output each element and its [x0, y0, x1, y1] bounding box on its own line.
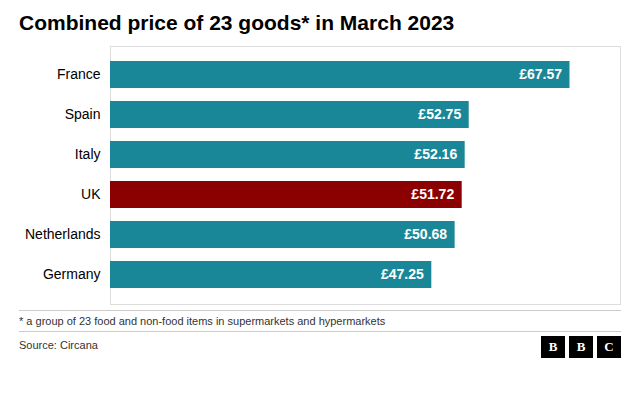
svg-text:Italy: Italy — [75, 146, 101, 162]
svg-text:£47.25: £47.25 — [381, 266, 424, 282]
html-text:B: B — [576, 339, 586, 354]
svg-text:UK: UK — [81, 186, 101, 202]
svg-text:£67.57: £67.57 — [519, 66, 562, 82]
svg-text:France: France — [57, 66, 101, 82]
svg-text:£52.16: £52.16 — [414, 146, 457, 162]
html-text:B: B — [548, 339, 558, 354]
html-text:Source: Circana: Source: Circana — [19, 339, 98, 351]
html-text:* a group of 23 food and non-f: * a group of 23 food and non-food items … — [19, 315, 386, 327]
html-text:Combined price of 23 goods* in: Combined price of 23 goods* in March 202… — [19, 11, 455, 34]
svg-text:Germany: Germany — [43, 266, 101, 282]
svg-text:£51.72: £51.72 — [411, 186, 454, 202]
svg-text:£50.68: £50.68 — [404, 226, 447, 242]
svg-text:£52.75: £52.75 — [418, 106, 461, 122]
svg-text:Netherlands: Netherlands — [25, 226, 101, 242]
html-text:C: C — [604, 339, 614, 354]
svg-text:Spain: Spain — [65, 106, 101, 122]
